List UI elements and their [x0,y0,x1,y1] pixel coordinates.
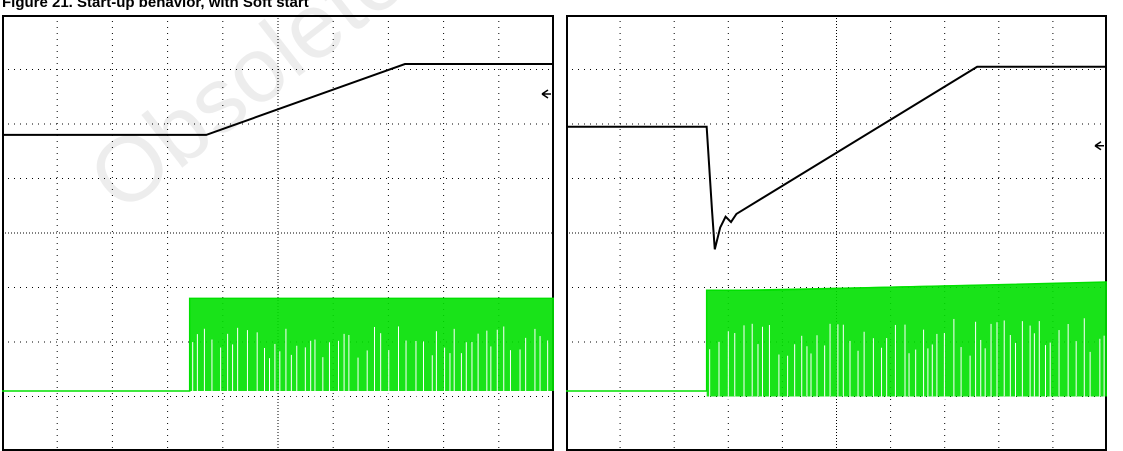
oscilloscope-screen-right [566,15,1107,451]
left-arrow-icon [541,89,551,99]
trace-top [566,65,1107,250]
trace-bottom-switching-band [189,298,554,392]
left-arrow-icon [1094,141,1104,151]
figure-title: Figure 21. Start-up behavior, with Soft … [2,0,309,11]
trace-top [2,63,554,136]
oscilloscope-screen-left [2,15,554,451]
trace-bottom-switching-band [706,282,1107,397]
oscilloscope-plot-right [566,15,1107,451]
oscilloscope-plot-left [2,15,554,451]
